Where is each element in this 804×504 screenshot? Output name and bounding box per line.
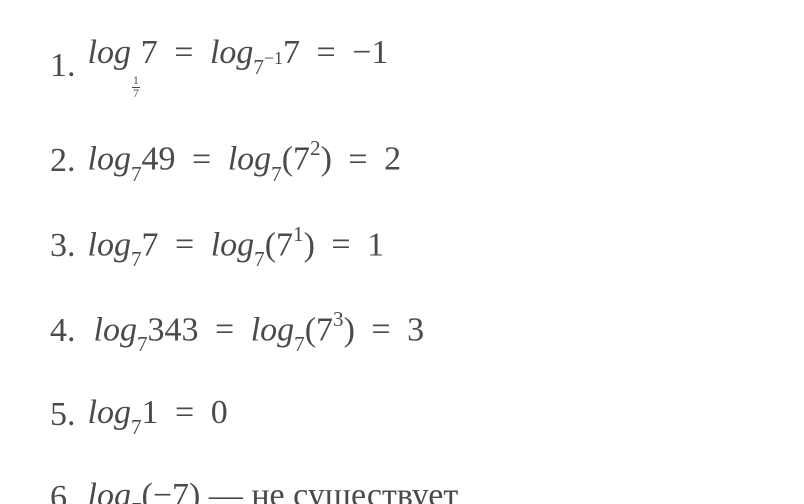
expr: log177 = log7−17 = −1: [88, 36, 389, 96]
line-number: 5.: [50, 398, 76, 432]
expr: log7(−7) — не существует: [88, 479, 459, 504]
line-number: 4.: [50, 314, 76, 348]
expr: log71 = 0: [88, 396, 228, 435]
line-4: 4. log7343 = log7(73) = 3: [50, 311, 804, 352]
expr: log7343 = log7(73) = 3: [94, 311, 425, 352]
expr: log77 = log7(71) = 1: [88, 226, 385, 267]
line-6: 6. log7(−7) — не существует: [50, 479, 804, 504]
line-2: 2. log749 = log7(72) = 2: [50, 140, 804, 181]
line-3: 3. log77 = log7(71) = 1: [50, 226, 804, 267]
line-number: 1.: [50, 49, 76, 83]
line-5: 5. log71 = 0: [50, 396, 804, 435]
line-number: 6.: [50, 481, 76, 504]
expr: log749 = log7(72) = 2: [88, 140, 402, 181]
math-document: 1. log177 = log7−17 = −1 2. log749 = log…: [0, 0, 804, 504]
line-number: 3.: [50, 229, 76, 263]
line-1: 1. log177 = log7−17 = −1: [50, 36, 804, 96]
line-number: 2.: [50, 144, 76, 178]
